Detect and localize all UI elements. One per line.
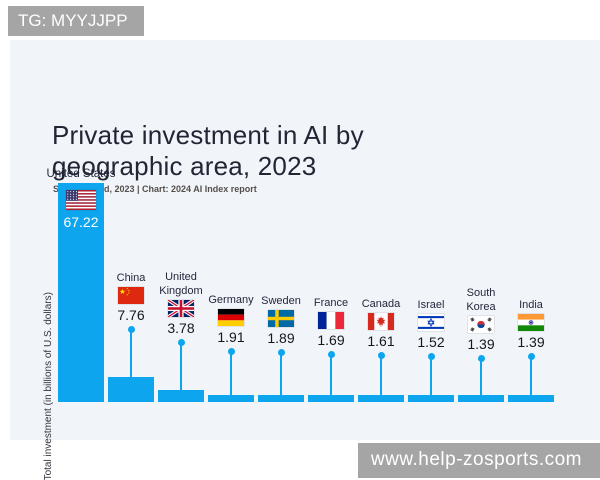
chart-card: Private investment in AI by geographic ar…	[10, 40, 600, 480]
bar-value: 1.89	[267, 330, 295, 346]
leader-line	[380, 355, 382, 395]
bar-germany	[208, 395, 254, 402]
bar-india	[508, 395, 554, 402]
bar-label: India	[519, 299, 543, 311]
leader-dot	[527, 352, 535, 360]
flag-il-icon	[418, 314, 444, 331]
watermark-top-left: TG: MYYJJPP	[8, 6, 144, 36]
bar-value: 1.61	[367, 333, 395, 349]
leader-line	[180, 342, 182, 390]
bar-china	[108, 377, 154, 402]
label-stack-united-kingdom: United Kingdom 3.78	[141, 271, 221, 336]
watermark-bottom-right: www.help-zosports.com	[357, 443, 600, 478]
bar-value: 3.78	[167, 320, 195, 336]
chart-title-line1: Private investment in AI by	[52, 120, 364, 150]
label-stack-france: France 1.69	[291, 297, 371, 348]
bar-label: Israel	[417, 299, 445, 311]
leader-dot	[477, 354, 485, 362]
leader-dot	[177, 338, 185, 346]
flag-kr-icon	[468, 316, 494, 333]
leader-line	[280, 352, 282, 395]
leader-dot	[127, 325, 135, 333]
chart-title-line2: geographic area, 2023	[52, 151, 317, 181]
bar-label: South	[466, 287, 496, 299]
bar-value: 1.39	[467, 336, 495, 352]
bar-label: Germany	[208, 294, 254, 306]
bar-united-states	[58, 183, 104, 402]
flag-de-icon	[218, 309, 244, 326]
bar-united-kingdom	[158, 390, 204, 402]
leader-line	[480, 358, 482, 395]
flag-se-icon	[268, 310, 294, 327]
label-stack-sweden: Sweden 1.89	[241, 295, 321, 346]
leader-line	[430, 356, 432, 395]
bar-label: China	[116, 272, 146, 284]
bar-canada	[358, 395, 404, 402]
bar-label: Kingdom	[159, 285, 203, 297]
label-stack-china: China 7.76	[91, 272, 171, 323]
chart-source: Source: Quid, 2023 | Chart: 2024 AI Inde…	[53, 184, 257, 194]
flag-us-icon	[66, 190, 96, 211]
bar-value: 1.91	[217, 329, 245, 345]
flag-gb-icon	[167, 298, 195, 319]
label-stack-india: India 1.39	[491, 299, 571, 350]
bar-value: 1.69	[317, 332, 345, 348]
leader-dot	[277, 348, 285, 356]
bar-label: Sweden	[261, 295, 301, 307]
label-stack-germany: Germany 1.91	[191, 294, 271, 345]
flag-in-icon	[518, 314, 544, 331]
bar-label: France	[313, 297, 349, 309]
bar-israel	[408, 395, 454, 402]
leader-line	[130, 329, 132, 377]
bar-value: 1.52	[417, 334, 445, 350]
flag-fr-icon	[318, 312, 344, 329]
leader-dot	[377, 351, 385, 359]
bar-label: Korea	[466, 301, 496, 313]
leader-dot	[427, 352, 435, 360]
bar-sweden	[258, 395, 304, 402]
bar-france	[308, 395, 354, 402]
bar-label: Canada	[361, 298, 401, 310]
leader-line	[530, 356, 532, 395]
leader-line	[230, 351, 232, 395]
bar-label: United States	[46, 168, 116, 180]
bar-value: 7.76	[117, 307, 145, 323]
label-stack-israel: Israel 1.52	[391, 299, 471, 350]
bar-label: United	[165, 271, 197, 283]
leader-line	[330, 354, 332, 395]
bar-value: 1.39	[517, 334, 545, 350]
bar-south-korea	[458, 395, 504, 402]
flag-cn-icon	[118, 287, 144, 304]
bar-value: 67.22	[63, 214, 99, 230]
leader-dot	[227, 347, 235, 355]
label-stack-south-korea: South Korea 1.39	[441, 287, 521, 352]
label-stack-canada: Canada 1.61	[341, 298, 421, 349]
chart-title: Private investment in AI by geographic ar…	[52, 120, 364, 182]
flag-ca-icon	[368, 313, 394, 330]
leader-dot	[327, 350, 335, 358]
